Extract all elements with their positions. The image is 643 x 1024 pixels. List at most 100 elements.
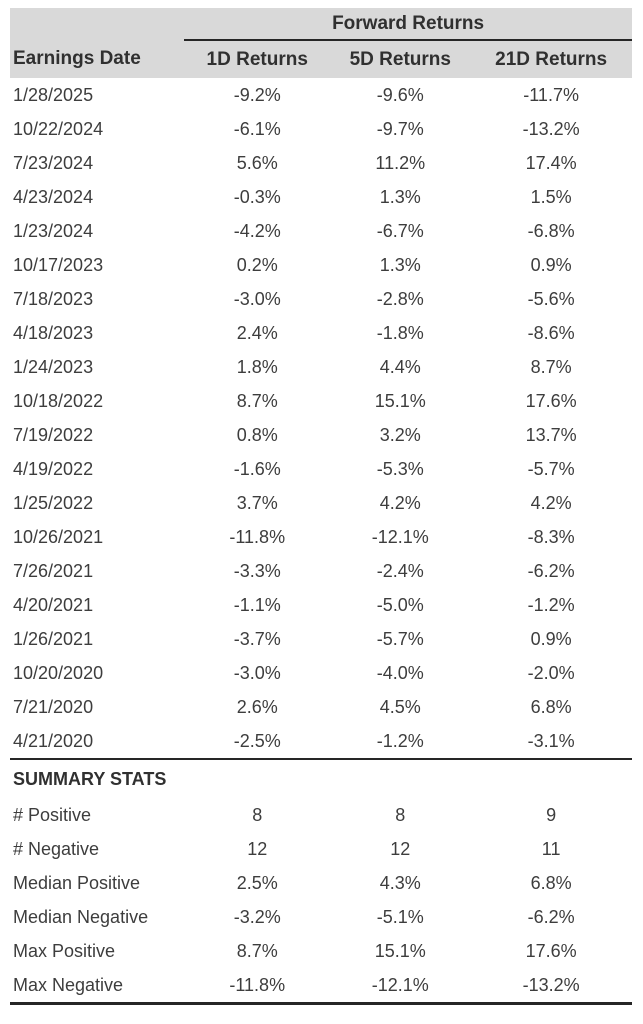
table-row: 7/21/2020 2.6% 4.5% 6.8% xyxy=(10,690,632,724)
cell-earnings-date: 4/20/2021 xyxy=(13,594,94,615)
cell-return-value: 8.7% xyxy=(530,356,572,377)
cell-return-value: -1.8% xyxy=(376,322,424,343)
cell-return-value: -11.8% xyxy=(184,968,331,1005)
table-row: 10/18/2022 8.7% 15.1% 17.6% xyxy=(10,384,632,418)
cell-return-value: -1.2% xyxy=(527,594,575,615)
cell-return-value: -1.1% xyxy=(233,594,281,615)
cell-stat-label: Max Positive xyxy=(13,940,116,961)
table-row: 7/23/2024 5.6% 11.2% 17.4% xyxy=(10,146,632,180)
cell-stat-label: Median Positive xyxy=(13,872,141,893)
cell-return-value: 1.5% xyxy=(530,186,572,207)
cell-return-value: 3.7% xyxy=(236,492,278,513)
cell-return-value: -3.0% xyxy=(233,662,281,683)
cell-return-value: -13.2% xyxy=(470,968,632,1005)
cell-return-value: 4.3% xyxy=(379,872,421,893)
cell-stat-label: Max Negative xyxy=(10,968,185,1005)
cell-return-value: 8.7% xyxy=(236,940,278,961)
cell-return-value: 17.6% xyxy=(525,390,577,411)
cell-return-value: -12.1% xyxy=(330,968,471,1005)
cell-return-value: -6.2% xyxy=(527,906,575,927)
cell-return-value: -2.8% xyxy=(376,288,424,309)
group-header-spacer xyxy=(10,8,185,40)
cell-stat-label: # Negative xyxy=(13,838,100,859)
cell-earnings-date: 4/21/2020 xyxy=(13,730,94,751)
cell-return-value: -5.0% xyxy=(376,594,424,615)
cell-return-value: 5.6% xyxy=(236,152,278,173)
cell-return-value: -5.7% xyxy=(376,628,424,649)
column-header-5d-returns: 5D Returns xyxy=(330,40,471,78)
cell-return-value: -9.7% xyxy=(376,118,424,139)
cell-earnings-date: 10/20/2020 xyxy=(13,662,104,683)
cell-return-value: 8.7% xyxy=(236,390,278,411)
table-row: 10/22/2024 -6.1% -9.7% -13.2% xyxy=(10,112,632,146)
cell-earnings-date: 4/18/2023 xyxy=(13,322,94,343)
summary-stats-section: SUMMARY STATS # Positive 8 8 9 # Negative 12 1… xyxy=(10,758,632,1005)
table-row: 1/28/2025 -9.2% -9.6% -11.7% xyxy=(10,78,632,112)
cell-return-value: 0.9% xyxy=(530,628,572,649)
cell-return-value: 11.2% xyxy=(375,152,426,173)
cell-return-value: -5.6% xyxy=(527,288,575,309)
cell-return-value: -3.1% xyxy=(527,730,575,751)
table-row: 1/24/2023 1.8% 4.4% 8.7% xyxy=(10,350,632,384)
cell-return-value: 0.9% xyxy=(530,254,572,275)
cell-return-value: -3.2% xyxy=(233,906,281,927)
cell-return-value: -5.3% xyxy=(376,458,424,479)
table-row: 7/26/2021 -3.3% -2.4% -6.2% xyxy=(10,554,632,588)
cell-return-value: -2.5% xyxy=(233,730,281,751)
table-row: Max Negative -11.8% -12.1% -13.2% xyxy=(10,968,632,1005)
table-row: Max Positive 8.7% 15.1% 17.6% xyxy=(10,934,632,968)
column-header-earnings-date: Earnings Date xyxy=(10,40,185,78)
cell-return-value: 4.2% xyxy=(530,492,572,513)
cell-return-value: -9.2% xyxy=(233,84,281,105)
column-header-21d-returns: 21D Returns xyxy=(470,40,632,78)
cell-return-value: -5.1% xyxy=(376,906,424,927)
summary-stats-title: SUMMARY STATS xyxy=(10,758,632,798)
table-row: 7/18/2023 -3.0% -2.8% -5.6% xyxy=(10,282,632,316)
table-row: 7/19/2022 0.8% 3.2% 13.7% xyxy=(10,418,632,452)
table-row: 10/20/2020 -3.0% -4.0% -2.0% xyxy=(10,656,632,690)
cell-return-value: -4.2% xyxy=(233,220,281,241)
cell-return-value: 3.2% xyxy=(379,424,421,445)
cell-return-value: 2.6% xyxy=(236,696,278,717)
cell-earnings-date: 4/23/2024 xyxy=(13,186,94,207)
cell-return-value: 1.8% xyxy=(236,356,278,377)
cell-return-value: -4.0% xyxy=(376,662,424,683)
cell-return-value: -8.3% xyxy=(527,526,575,547)
cell-return-value: -3.0% xyxy=(233,288,281,309)
cell-return-value: 0.2% xyxy=(236,254,278,275)
cell-return-value: -8.6% xyxy=(527,322,575,343)
cell-earnings-date: 4/19/2022 xyxy=(13,458,94,479)
group-header-row: Forward Returns xyxy=(10,8,632,41)
cell-earnings-date: 1/25/2022 xyxy=(13,492,94,513)
cell-return-value: 8 xyxy=(252,804,263,825)
table-row: 10/26/2021 -11.8% -12.1% -8.3% xyxy=(10,520,632,554)
column-header-row: Earnings Date 1D Returns 5D Returns 21D … xyxy=(10,40,632,78)
forward-returns-group-header: Forward Returns xyxy=(184,8,632,41)
cell-return-value: 2.4% xyxy=(236,322,278,343)
cell-return-value: 9 xyxy=(546,804,557,825)
summary-stats-title-row: SUMMARY STATS xyxy=(10,758,632,798)
cell-return-value: -0.3% xyxy=(233,186,281,207)
cell-earnings-date: 7/26/2021 xyxy=(13,560,94,581)
cell-earnings-date: 7/18/2023 xyxy=(13,288,94,309)
cell-return-value: -2.0% xyxy=(527,662,575,683)
cell-return-value: 4.5% xyxy=(379,696,421,717)
cell-return-value: -5.7% xyxy=(527,458,575,479)
table-row: Median Positive 2.5% 4.3% 6.8% xyxy=(10,866,632,900)
returns-rows: 1/28/2025 -9.2% -9.6% -11.7% 10/22/2024 -6.1%… xyxy=(10,78,632,759)
cell-return-value: 1.3% xyxy=(379,254,421,275)
cell-return-value: -6.7% xyxy=(376,220,424,241)
cell-return-value: 0.8% xyxy=(236,424,278,445)
cell-return-value: -1.6% xyxy=(233,458,281,479)
table-row: # Positive 8 8 9 xyxy=(10,798,632,832)
table-row: 1/25/2022 3.7% 4.2% 4.2% xyxy=(10,486,632,520)
cell-return-value: 8 xyxy=(395,804,406,825)
cell-return-value: 12 xyxy=(247,838,268,859)
cell-return-value: -12.1% xyxy=(371,526,429,547)
cell-return-value: 17.4% xyxy=(525,152,577,173)
cell-return-value: 11 xyxy=(541,838,561,859)
cell-return-value: 13.7% xyxy=(525,424,577,445)
cell-return-value: -2.4% xyxy=(376,560,424,581)
cell-earnings-date: 7/19/2022 xyxy=(13,424,94,445)
